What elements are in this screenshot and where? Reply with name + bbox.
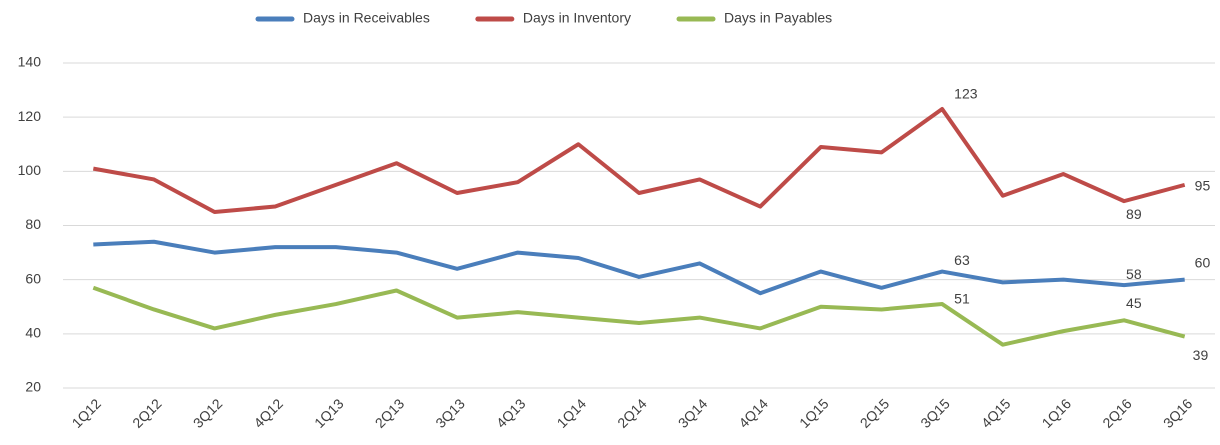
x-tick-label: 1Q12 — [69, 395, 105, 431]
x-tick-label: 4Q12 — [250, 395, 286, 431]
x-tick-label: 4Q15 — [978, 395, 1014, 431]
x-tick-label: 2Q13 — [372, 395, 408, 431]
data-label: 39 — [1193, 347, 1209, 363]
legend-label: Days in Receivables — [303, 10, 430, 26]
data-label: 95 — [1195, 178, 1211, 194]
y-tick-label: 140 — [18, 54, 42, 70]
x-tick-label: 4Q13 — [493, 395, 529, 431]
x-tick-label: 3Q13 — [432, 395, 468, 431]
data-label: 45 — [1126, 295, 1142, 311]
x-tick-label: 2Q12 — [129, 395, 165, 431]
x-tick-label: 1Q13 — [311, 395, 347, 431]
x-tick-label: 2Q15 — [857, 395, 893, 431]
legend-label: Days in Payables — [724, 10, 832, 26]
series-line — [92, 107, 1186, 214]
legend-label: Days in Inventory — [523, 10, 631, 26]
x-tick-label: 1Q15 — [796, 395, 832, 431]
y-tick-label: 40 — [25, 325, 41, 341]
x-tick-label: 4Q14 — [735, 395, 771, 431]
data-label: 58 — [1126, 266, 1142, 282]
x-tick-label: 3Q14 — [675, 395, 711, 431]
x-tick-label: 2Q14 — [614, 395, 650, 431]
data-label: 51 — [954, 291, 970, 307]
x-tick-label: 1Q14 — [554, 395, 590, 431]
x-tick-label: 1Q16 — [1039, 395, 1075, 431]
y-tick-label: 100 — [18, 162, 42, 178]
x-tick-label: 3Q16 — [1160, 395, 1196, 431]
y-tick-label: 120 — [18, 108, 42, 124]
y-tick-label: 60 — [25, 270, 41, 286]
data-label: 123 — [954, 86, 978, 102]
data-label: 60 — [1195, 254, 1211, 270]
data-label: 63 — [954, 252, 970, 268]
y-tick-label: 20 — [25, 379, 41, 395]
y-tick-label: 80 — [25, 216, 41, 232]
x-tick-label: 3Q12 — [190, 395, 226, 431]
x-tick-label: 2Q16 — [1099, 395, 1135, 431]
x-tick-label: 3Q15 — [917, 395, 953, 431]
series-line — [92, 285, 1186, 347]
data-label: 89 — [1126, 206, 1142, 222]
series-line — [93, 239, 1185, 296]
